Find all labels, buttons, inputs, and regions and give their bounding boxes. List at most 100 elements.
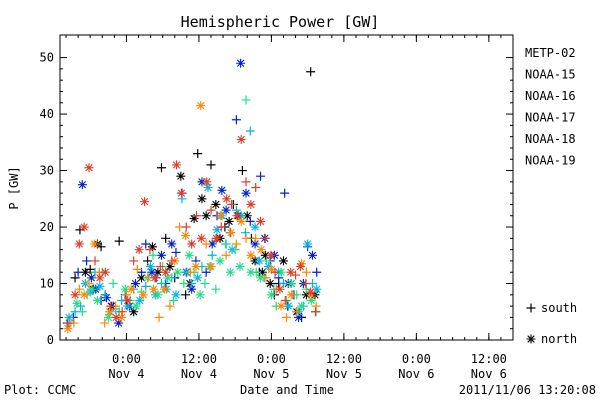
data-point-noaa-16 — [283, 301, 293, 311]
data-point-noaa-17 — [215, 256, 225, 266]
data-point-metp-02 — [80, 267, 90, 277]
data-point-noaa-19 — [134, 245, 144, 255]
data-point-noaa-16 — [245, 126, 255, 136]
data-point-noaa-19 — [295, 262, 305, 272]
data-point-noaa-17 — [103, 312, 113, 322]
legend-item-metp-02: METP-02 — [525, 46, 576, 60]
data-point-noaa-17 — [276, 267, 286, 277]
x-tick-label-time: 0:00 — [402, 352, 431, 366]
data-point-metp-02 — [153, 267, 163, 277]
data-point-noaa-19 — [256, 216, 266, 226]
data-point-noaa-17 — [148, 250, 158, 260]
data-point-noaa-17 — [256, 273, 266, 283]
data-point-noaa-19 — [216, 222, 226, 232]
data-point-noaa-19 — [123, 295, 133, 305]
data-point-noaa-18 — [191, 262, 201, 272]
data-point-noaa-18 — [105, 307, 115, 317]
data-point-noaa-19 — [206, 205, 216, 215]
data-point-noaa-18 — [154, 312, 164, 322]
data-point-noaa-18 — [297, 259, 307, 269]
data-point-noaa-16 — [141, 281, 151, 291]
data-point-noaa-19 — [266, 250, 276, 260]
data-point-noaa-19 — [95, 273, 105, 283]
data-point-noaa-18 — [241, 233, 251, 243]
data-point-noaa-19 — [70, 290, 80, 300]
data-point-metp-02 — [211, 199, 221, 209]
data-point-noaa-15 — [250, 239, 260, 249]
data-point-metp-02 — [176, 171, 186, 181]
data-point-noaa-18 — [74, 284, 84, 294]
data-point-noaa-19 — [187, 239, 197, 249]
marker-legend-label: north — [541, 332, 577, 346]
data-point-noaa-17 — [251, 267, 261, 277]
x-tick-label-date: Nov 6 — [471, 367, 507, 381]
data-point-noaa-19 — [286, 267, 296, 277]
data-point-noaa-18 — [221, 250, 231, 260]
data-point-noaa-19 — [79, 222, 89, 232]
data-point-noaa-19 — [222, 194, 232, 204]
data-point-noaa-17 — [179, 279, 189, 289]
data-point-noaa-18 — [226, 228, 236, 238]
y-axis-label: P [GW] — [7, 166, 21, 209]
data-point-noaa-18 — [149, 284, 159, 294]
marker-legend-north: north — [526, 332, 577, 346]
data-point-noaa-18 — [100, 318, 110, 328]
data-point-noaa-19 — [310, 307, 320, 317]
x-axis-label: Date and Time — [240, 383, 334, 397]
data-point-noaa-18 — [231, 239, 241, 249]
data-point-noaa-17 — [286, 279, 296, 289]
data-point-metp-02 — [201, 211, 211, 221]
x-tick-label-date: Nov 5 — [253, 367, 289, 381]
marker-legend-south: south — [526, 301, 577, 315]
data-point-noaa-15 — [147, 267, 157, 277]
data-point-noaa-17 — [184, 250, 194, 260]
data-point-noaa-19 — [211, 233, 221, 243]
data-point-noaa-19 — [64, 318, 74, 328]
data-point-noaa-17 — [120, 284, 130, 294]
data-point-noaa-18 — [185, 267, 195, 277]
data-point-noaa-16 — [135, 295, 145, 305]
data-point-noaa-19 — [172, 160, 182, 170]
data-point-noaa-15 — [231, 115, 241, 125]
data-point-metp-02 — [161, 233, 171, 243]
data-point-noaa-15 — [86, 273, 96, 283]
data-point-noaa-15 — [82, 256, 92, 266]
data-point-noaa-18 — [206, 262, 216, 272]
data-point-noaa-19 — [270, 267, 280, 277]
data-point-metp-02 — [237, 166, 247, 176]
data-point-noaa-19 — [246, 199, 256, 209]
y-tick-label: 40 — [40, 107, 54, 121]
data-point-noaa-18 — [311, 301, 321, 311]
data-point-noaa-17 — [262, 256, 272, 266]
legend-item-noaa-18: NOAA-18 — [525, 132, 576, 146]
data-point-metp-02 — [242, 211, 252, 221]
data-point-noaa-15 — [171, 247, 181, 257]
y-tick-label: 50 — [40, 51, 54, 65]
data-point-noaa-19 — [140, 197, 150, 207]
data-point-noaa-19 — [301, 279, 311, 289]
data-point-noaa-19 — [181, 222, 191, 232]
legend-item-noaa-16: NOAA-16 — [525, 89, 576, 103]
data-point-noaa-16 — [123, 301, 133, 311]
data-point-noaa-15 — [241, 188, 251, 198]
data-point-noaa-16 — [254, 256, 264, 266]
data-point-noaa-19 — [84, 163, 94, 173]
data-point-noaa-16 — [231, 205, 241, 215]
data-point-metp-02 — [165, 262, 175, 272]
x-tick-label-time: 12:00 — [471, 352, 507, 366]
data-point-noaa-19 — [74, 239, 84, 249]
data-point-metp-02 — [193, 149, 203, 159]
x-tick-label-date: Nov 5 — [326, 367, 362, 381]
data-point-metp-02 — [70, 273, 80, 283]
data-point-noaa-18 — [165, 301, 175, 311]
data-point-noaa-17 — [131, 301, 141, 311]
data-point-noaa-15 — [114, 318, 124, 328]
y-tick-label: 0 — [47, 333, 54, 347]
data-point-noaa-19 — [291, 270, 301, 280]
x-tick-label-date: Nov 4 — [108, 367, 144, 381]
data-point-noaa-19 — [192, 211, 202, 221]
data-point-noaa-17 — [163, 273, 173, 283]
data-point-metp-02 — [189, 214, 199, 224]
